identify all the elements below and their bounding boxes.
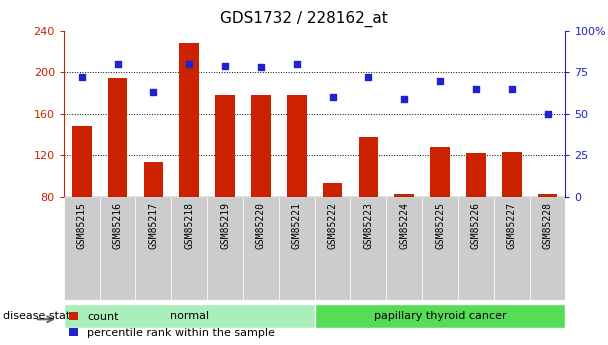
Bar [64,304,315,328]
Bar [108,78,128,197]
Legend: count, percentile rank within the sample: count, percentile rank within the sample [69,312,275,338]
Bar [143,162,164,197]
Text: GSM85224: GSM85224 [399,202,409,249]
Bar [494,197,530,300]
Text: disease state: disease state [3,311,77,321]
Bar [315,197,350,300]
Bar [179,43,199,197]
Text: GSM85221: GSM85221 [292,202,302,249]
Bar [350,197,386,300]
Bar [171,197,207,300]
Bar [466,153,486,197]
Bar [279,197,315,300]
Bar [100,197,136,300]
Point [292,61,302,67]
Text: GSM85227: GSM85227 [506,202,517,249]
Bar [359,137,378,197]
Point [435,78,445,83]
Text: GSM85215: GSM85215 [77,202,87,249]
Bar [323,183,342,197]
Bar [136,197,171,300]
Text: GSM85222: GSM85222 [328,202,337,249]
Point [77,75,86,80]
Point [184,61,194,67]
Bar [315,304,565,328]
Text: GSM85220: GSM85220 [256,202,266,249]
Point [328,95,337,100]
Text: papillary thyroid cancer: papillary thyroid cancer [374,311,506,321]
Bar [530,197,565,300]
Text: GSM85225: GSM85225 [435,202,445,249]
Point [399,96,409,102]
Point [256,65,266,70]
Bar [251,95,271,197]
Bar [395,194,414,197]
Bar [458,197,494,300]
Bar [215,95,235,197]
Bar [243,197,279,300]
Bar [207,197,243,300]
Text: GSM85223: GSM85223 [364,202,373,249]
Point [220,63,230,69]
Bar [422,197,458,300]
Bar [430,147,450,197]
Point [148,90,158,95]
Point [543,111,553,117]
Bar [502,152,522,197]
Point [471,86,481,92]
Text: GDS1732 / 228162_at: GDS1732 / 228162_at [220,10,388,27]
Bar [537,194,558,197]
Bar [72,126,92,197]
Point [364,75,373,80]
Bar [64,197,100,300]
Text: normal: normal [170,311,209,321]
Text: GSM85228: GSM85228 [542,202,553,249]
Text: GSM85216: GSM85216 [112,202,123,249]
Text: GSM85226: GSM85226 [471,202,481,249]
Bar [386,197,422,300]
Bar [287,95,306,197]
Point [507,86,517,92]
Point [112,61,122,67]
Text: GSM85217: GSM85217 [148,202,159,249]
Text: GSM85219: GSM85219 [220,202,230,249]
Text: GSM85218: GSM85218 [184,202,194,249]
